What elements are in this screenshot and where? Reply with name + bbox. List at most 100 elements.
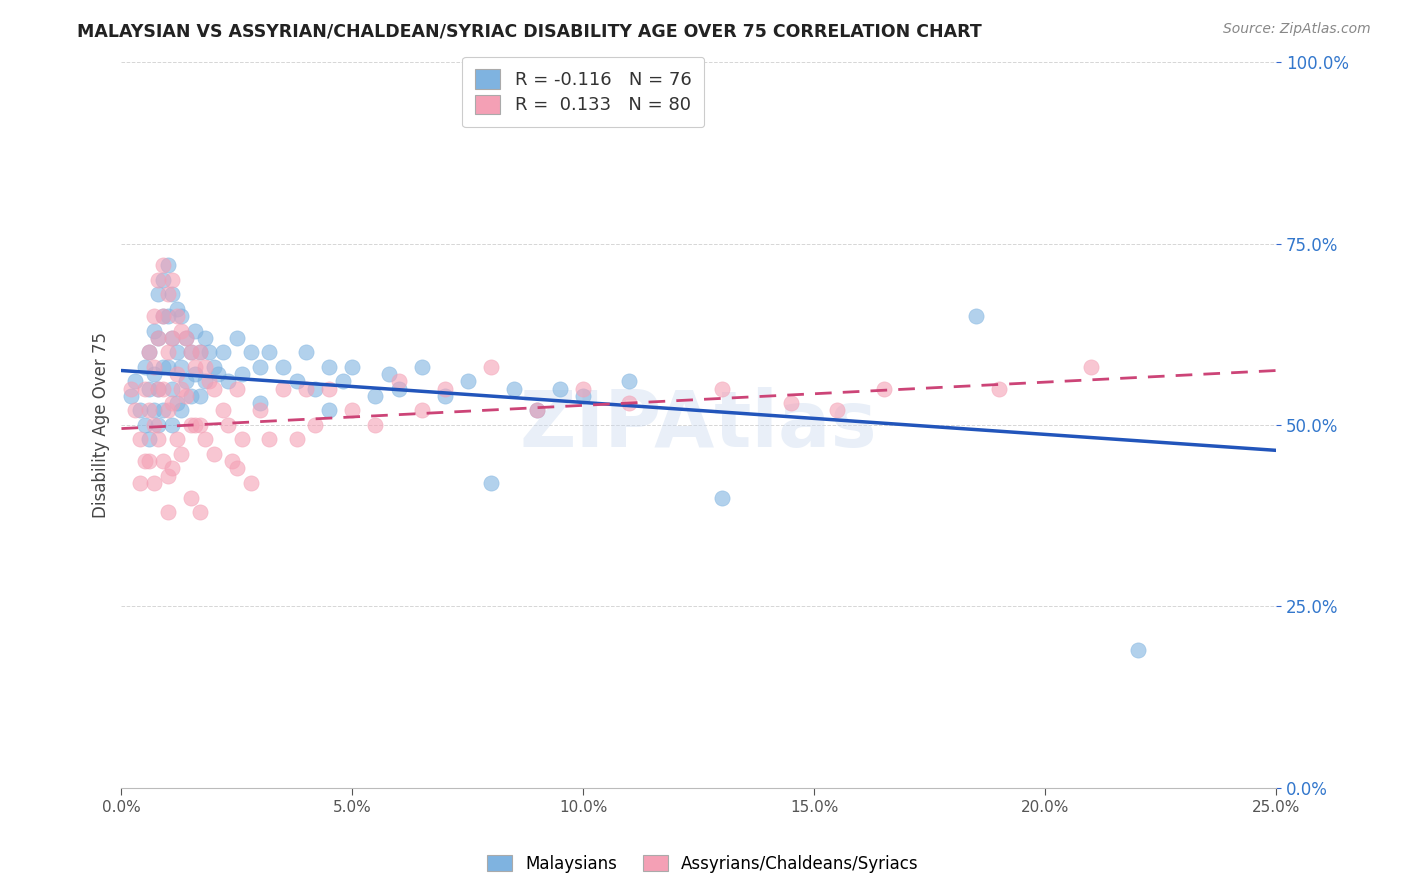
Point xyxy=(827,403,849,417)
Text: Source: ZipAtlas.com: Source: ZipAtlas.com xyxy=(1223,22,1371,37)
Point xyxy=(166,367,188,381)
Point xyxy=(152,454,174,468)
Point xyxy=(129,403,152,417)
Point xyxy=(188,389,211,403)
Legend: Malaysians, Assyrians/Chaldeans/Syriacs: Malaysians, Assyrians/Chaldeans/Syriacs xyxy=(481,848,925,880)
Point xyxy=(619,396,641,410)
Point xyxy=(138,403,160,417)
Point xyxy=(152,309,174,323)
Point xyxy=(364,389,387,403)
Point xyxy=(194,331,217,345)
Point xyxy=(295,382,318,396)
Point xyxy=(188,505,211,519)
Point xyxy=(138,345,160,359)
Point xyxy=(170,403,193,417)
Point xyxy=(231,367,253,381)
Point xyxy=(162,396,184,410)
Point xyxy=(162,417,184,432)
Point xyxy=(188,345,211,359)
Point xyxy=(134,359,156,374)
Point xyxy=(124,375,146,389)
Point xyxy=(170,309,193,323)
Point xyxy=(231,433,253,447)
Point xyxy=(188,417,211,432)
Point xyxy=(988,382,1011,396)
Point xyxy=(142,359,165,374)
Point xyxy=(249,396,271,410)
Point xyxy=(198,375,221,389)
Point xyxy=(619,375,641,389)
Point xyxy=(152,403,174,417)
Point xyxy=(184,359,207,374)
Point xyxy=(180,345,202,359)
Point xyxy=(479,359,502,374)
Point xyxy=(872,382,894,396)
Point xyxy=(166,433,188,447)
Point xyxy=(202,359,225,374)
Point xyxy=(134,382,156,396)
Point xyxy=(184,324,207,338)
Point xyxy=(170,382,193,396)
Point xyxy=(318,359,340,374)
Point xyxy=(285,433,308,447)
Point xyxy=(202,447,225,461)
Point xyxy=(162,331,184,345)
Point xyxy=(332,375,354,389)
Y-axis label: Disability Age Over 75: Disability Age Over 75 xyxy=(93,332,110,518)
Point xyxy=(142,417,165,432)
Point xyxy=(166,345,188,359)
Point xyxy=(134,417,156,432)
Point xyxy=(271,359,294,374)
Point xyxy=(162,331,184,345)
Point xyxy=(217,375,239,389)
Point xyxy=(387,382,409,396)
Point xyxy=(318,382,340,396)
Point xyxy=(184,367,207,381)
Point xyxy=(188,345,211,359)
Point xyxy=(249,403,271,417)
Point xyxy=(1080,359,1102,374)
Point xyxy=(166,396,188,410)
Point xyxy=(170,359,193,374)
Point xyxy=(148,417,170,432)
Point xyxy=(433,389,456,403)
Point xyxy=(304,417,326,432)
Point xyxy=(572,382,595,396)
Point xyxy=(156,403,179,417)
Text: ZIPAtlas: ZIPAtlas xyxy=(520,387,877,463)
Point xyxy=(156,309,179,323)
Point xyxy=(318,403,340,417)
Point xyxy=(174,375,197,389)
Point xyxy=(221,454,243,468)
Point xyxy=(202,382,225,396)
Point xyxy=(225,382,247,396)
Point xyxy=(249,359,271,374)
Point xyxy=(152,309,174,323)
Point xyxy=(134,454,156,468)
Point xyxy=(156,359,179,374)
Point xyxy=(138,454,160,468)
Point xyxy=(124,403,146,417)
Point xyxy=(207,367,229,381)
Point xyxy=(503,382,526,396)
Point xyxy=(194,375,217,389)
Point xyxy=(142,475,165,490)
Point xyxy=(342,359,364,374)
Point xyxy=(411,403,433,417)
Point xyxy=(148,382,170,396)
Point xyxy=(162,382,184,396)
Point xyxy=(1126,643,1149,657)
Point xyxy=(174,389,197,403)
Point xyxy=(138,433,160,447)
Point xyxy=(148,331,170,345)
Point xyxy=(965,309,987,323)
Point xyxy=(433,382,456,396)
Point xyxy=(152,382,174,396)
Point xyxy=(142,403,165,417)
Point xyxy=(152,359,174,374)
Point xyxy=(225,461,247,475)
Point xyxy=(174,331,197,345)
Point xyxy=(295,345,318,359)
Point xyxy=(378,367,401,381)
Point xyxy=(710,491,733,505)
